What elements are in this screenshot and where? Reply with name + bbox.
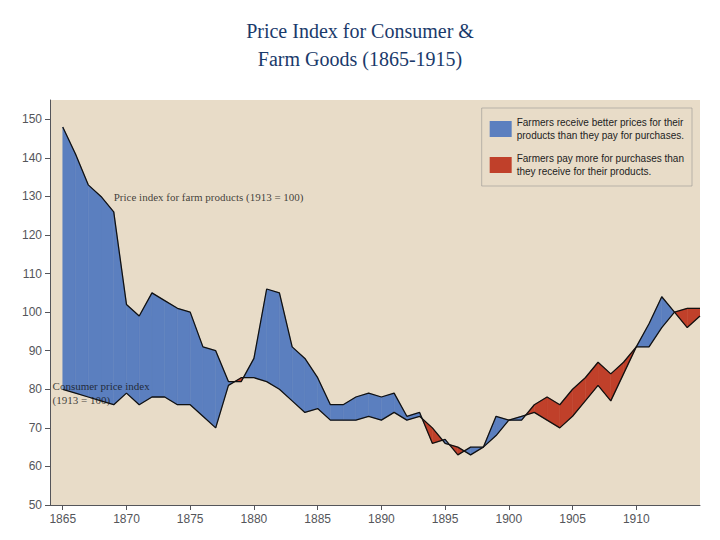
svg-text:1885: 1885	[304, 512, 331, 526]
svg-text:100: 100	[22, 305, 42, 319]
svg-text:1910: 1910	[623, 512, 650, 526]
svg-text:80: 80	[29, 382, 43, 396]
svg-text:1890: 1890	[368, 512, 395, 526]
svg-text:1880: 1880	[241, 512, 268, 526]
svg-text:90: 90	[29, 344, 43, 358]
svg-text:140: 140	[22, 151, 42, 165]
svg-text:70: 70	[29, 421, 43, 435]
svg-text:1905: 1905	[559, 512, 586, 526]
svg-text:1900: 1900	[495, 512, 522, 526]
svg-text:1895: 1895	[432, 512, 459, 526]
svg-text:Consumer price index: Consumer price index	[53, 380, 151, 392]
svg-text:1870: 1870	[113, 512, 140, 526]
svg-text:150: 150	[22, 112, 42, 126]
svg-text:50: 50	[29, 498, 43, 512]
svg-text:Farmers receive better prices: Farmers receive better prices for their	[517, 117, 684, 128]
svg-text:1875: 1875	[177, 512, 204, 526]
svg-text:Price Index for Consumer &: Price Index for Consumer &	[246, 20, 474, 42]
svg-text:(1913 = 100): (1913 = 100)	[53, 394, 111, 407]
svg-text:Farm Goods (1865-1915): Farm Goods (1865-1915)	[258, 48, 462, 71]
svg-text:130: 130	[22, 189, 42, 203]
svg-text:60: 60	[29, 459, 43, 473]
svg-text:Price index for farm products: Price index for farm products (1913 = 10…	[114, 191, 304, 204]
svg-text:120: 120	[22, 228, 42, 242]
svg-text:1865: 1865	[49, 512, 76, 526]
svg-text:Farmers pay more for purchases: Farmers pay more for purchases than	[517, 153, 684, 164]
svg-text:products than they pay for pur: products than they pay for purchases.	[517, 130, 684, 141]
svg-text:they receive for their product: they receive for their products.	[517, 166, 652, 177]
svg-text:110: 110	[23, 267, 42, 281]
